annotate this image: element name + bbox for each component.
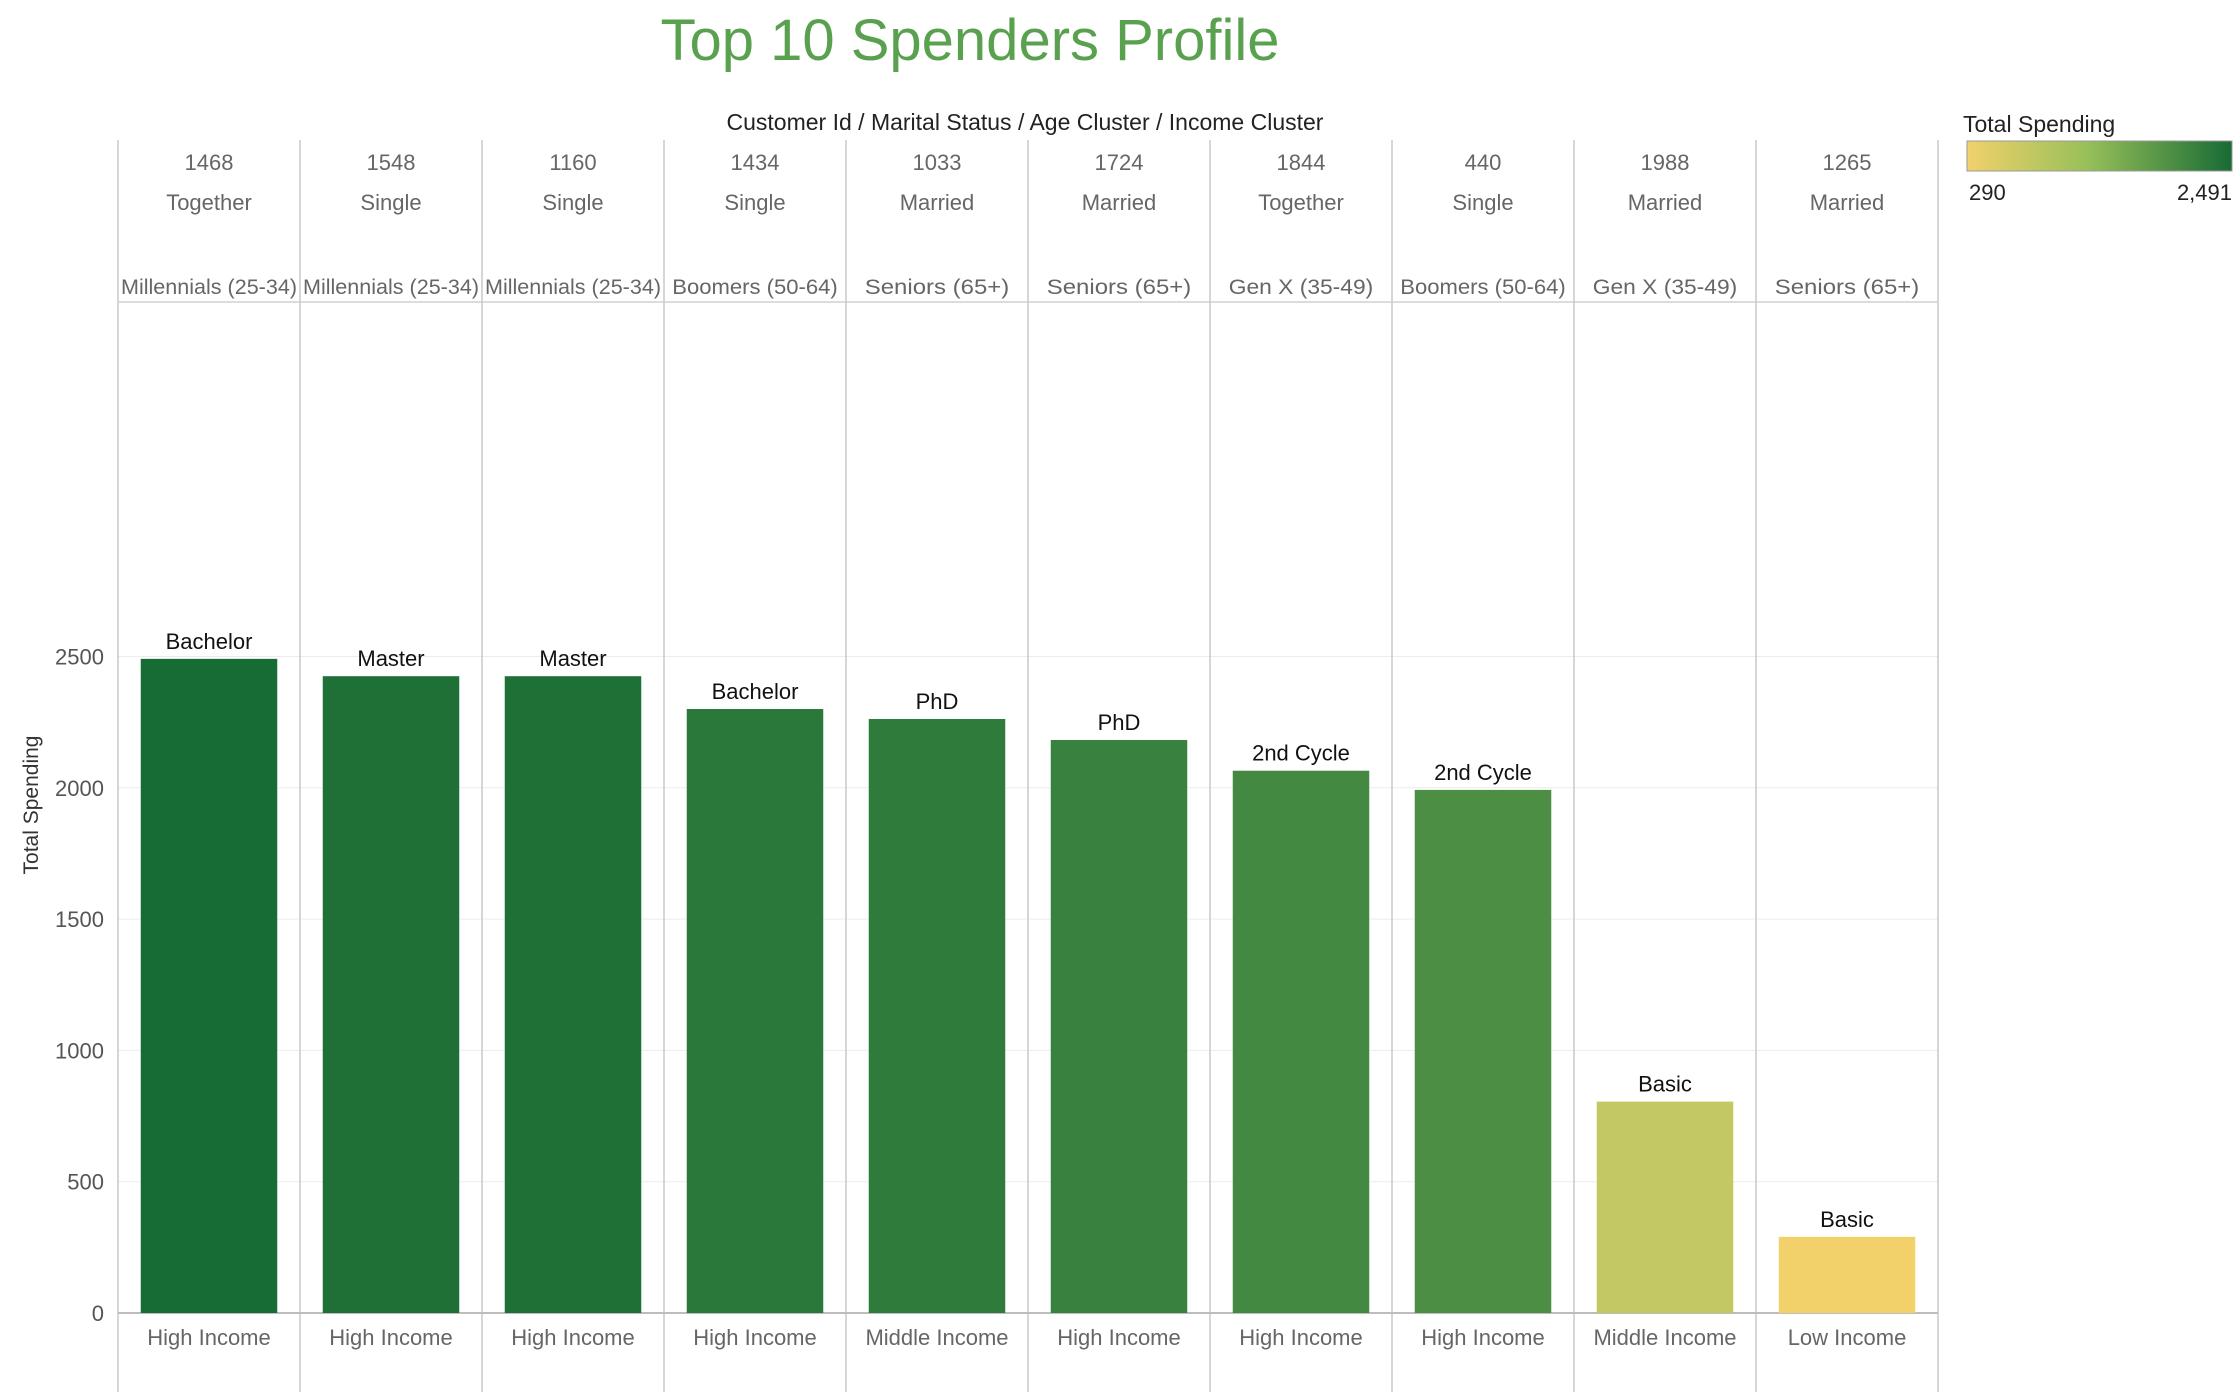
bar-education-label: PhD [1098,710,1141,735]
age-cluster-label: Seniors (65+) [1775,276,1920,299]
customer-id-label: 1548 [367,150,416,175]
customer-id-label: 1033 [913,150,962,175]
marital-status-label: Together [1258,190,1344,215]
y-tick-label: 2000 [55,776,104,801]
bar [1596,1101,1734,1313]
legend-min-label: 290 [1969,180,2006,205]
age-cluster-label: Millennials (25-34) [303,276,479,299]
bar-education-label: Master [539,646,606,671]
income-cluster-label: High Income [1057,1325,1181,1350]
marital-status-label: Married [900,190,975,215]
header-label: Customer Id / Marital Status / Age Clust… [727,109,1324,135]
bar-education-label: Bachelor [712,679,799,704]
chart-title: Top 10 Spenders Profile [660,8,1279,73]
age-cluster-label: Boomers (50-64) [672,276,838,299]
marital-status-label: Single [1452,190,1513,215]
marital-status-label: Married [1628,190,1703,215]
y-tick-label: 500 [67,1170,104,1195]
age-cluster-label: Gen X (35-49) [1229,276,1374,299]
marital-status-label: Together [166,190,252,215]
marital-status-label: Single [542,190,603,215]
age-cluster-label: Gen X (35-49) [1593,276,1738,299]
income-cluster-label: Middle Income [865,1325,1008,1350]
bars: Bachelor Master Master Bachelor PhD PhD 2nd Cy… [140,629,1916,1313]
customer-id-label: 1468 [185,150,234,175]
bar [868,718,1006,1313]
customer-id-label: 1724 [1095,150,1144,175]
income-cluster-label: High Income [511,1325,635,1350]
bar-education-label: Basic [1638,1072,1692,1097]
age-cluster-label: Seniors (65+) [1047,276,1192,299]
bar-education-label: Master [357,646,424,671]
marital-status-label: Single [724,190,785,215]
bar [504,676,642,1313]
income-cluster-label: High Income [693,1325,817,1350]
legend-max-label: 2,491 [2177,180,2232,205]
customer-id-label: 440 [1465,150,1502,175]
income-cluster-label: High Income [1421,1325,1545,1350]
customer-id-label: 1265 [1823,150,1872,175]
age-cluster-label: Millennials (25-34) [121,276,297,299]
legend-title: Total Spending [1963,111,2115,137]
bar-education-label: PhD [916,689,959,714]
age-cluster-label: Seniors (65+) [865,276,1010,299]
income-cluster-label: High Income [329,1325,453,1350]
bar [1050,740,1188,1313]
column-headers: 1468 Together Millennials (25-34) 1548 Singl… [121,150,1919,299]
bar [686,709,824,1313]
bar-education-label: 2nd Cycle [1434,760,1532,785]
income-cluster-label: Low Income [1788,1325,1907,1350]
y-tick-label: 1500 [55,907,104,932]
age-cluster-label: Boomers (50-64) [1400,276,1566,299]
legend-color-ramp [1966,140,2233,172]
customer-id-label: 1434 [731,150,780,175]
bar [1232,770,1370,1313]
bar-education-label: Bachelor [166,629,253,654]
income-cluster-label: Middle Income [1593,1325,1736,1350]
marital-status-label: Married [1082,190,1157,215]
bar [1778,1236,1916,1313]
bar [322,676,460,1313]
y-tick-label: 1000 [55,1038,104,1063]
income-cluster-label: High Income [1239,1325,1363,1350]
y-axis-label: Total Spending [20,736,43,875]
marital-status-label: Single [360,190,421,215]
marital-status-label: Married [1810,190,1885,215]
age-cluster-label: Millennials (25-34) [485,276,661,299]
panel-frame [117,140,1939,1392]
bar-education-label: Basic [1820,1207,1874,1232]
customer-id-label: 1160 [549,150,596,175]
customer-id-label: 1988 [1641,150,1690,175]
bar-education-label: 2nd Cycle [1252,741,1350,766]
bar [1414,789,1552,1313]
y-tick-label: 0 [92,1301,104,1326]
bar [140,658,278,1313]
customer-id-label: 1844 [1277,150,1326,175]
y-axis-ticks: 0 500 1000 1500 2000 2500 [55,645,104,1327]
income-cluster-label: High Income [147,1325,271,1350]
y-tick-label: 2500 [55,645,104,670]
column-footers: High Income High Income High Income High In… [147,1325,1906,1350]
